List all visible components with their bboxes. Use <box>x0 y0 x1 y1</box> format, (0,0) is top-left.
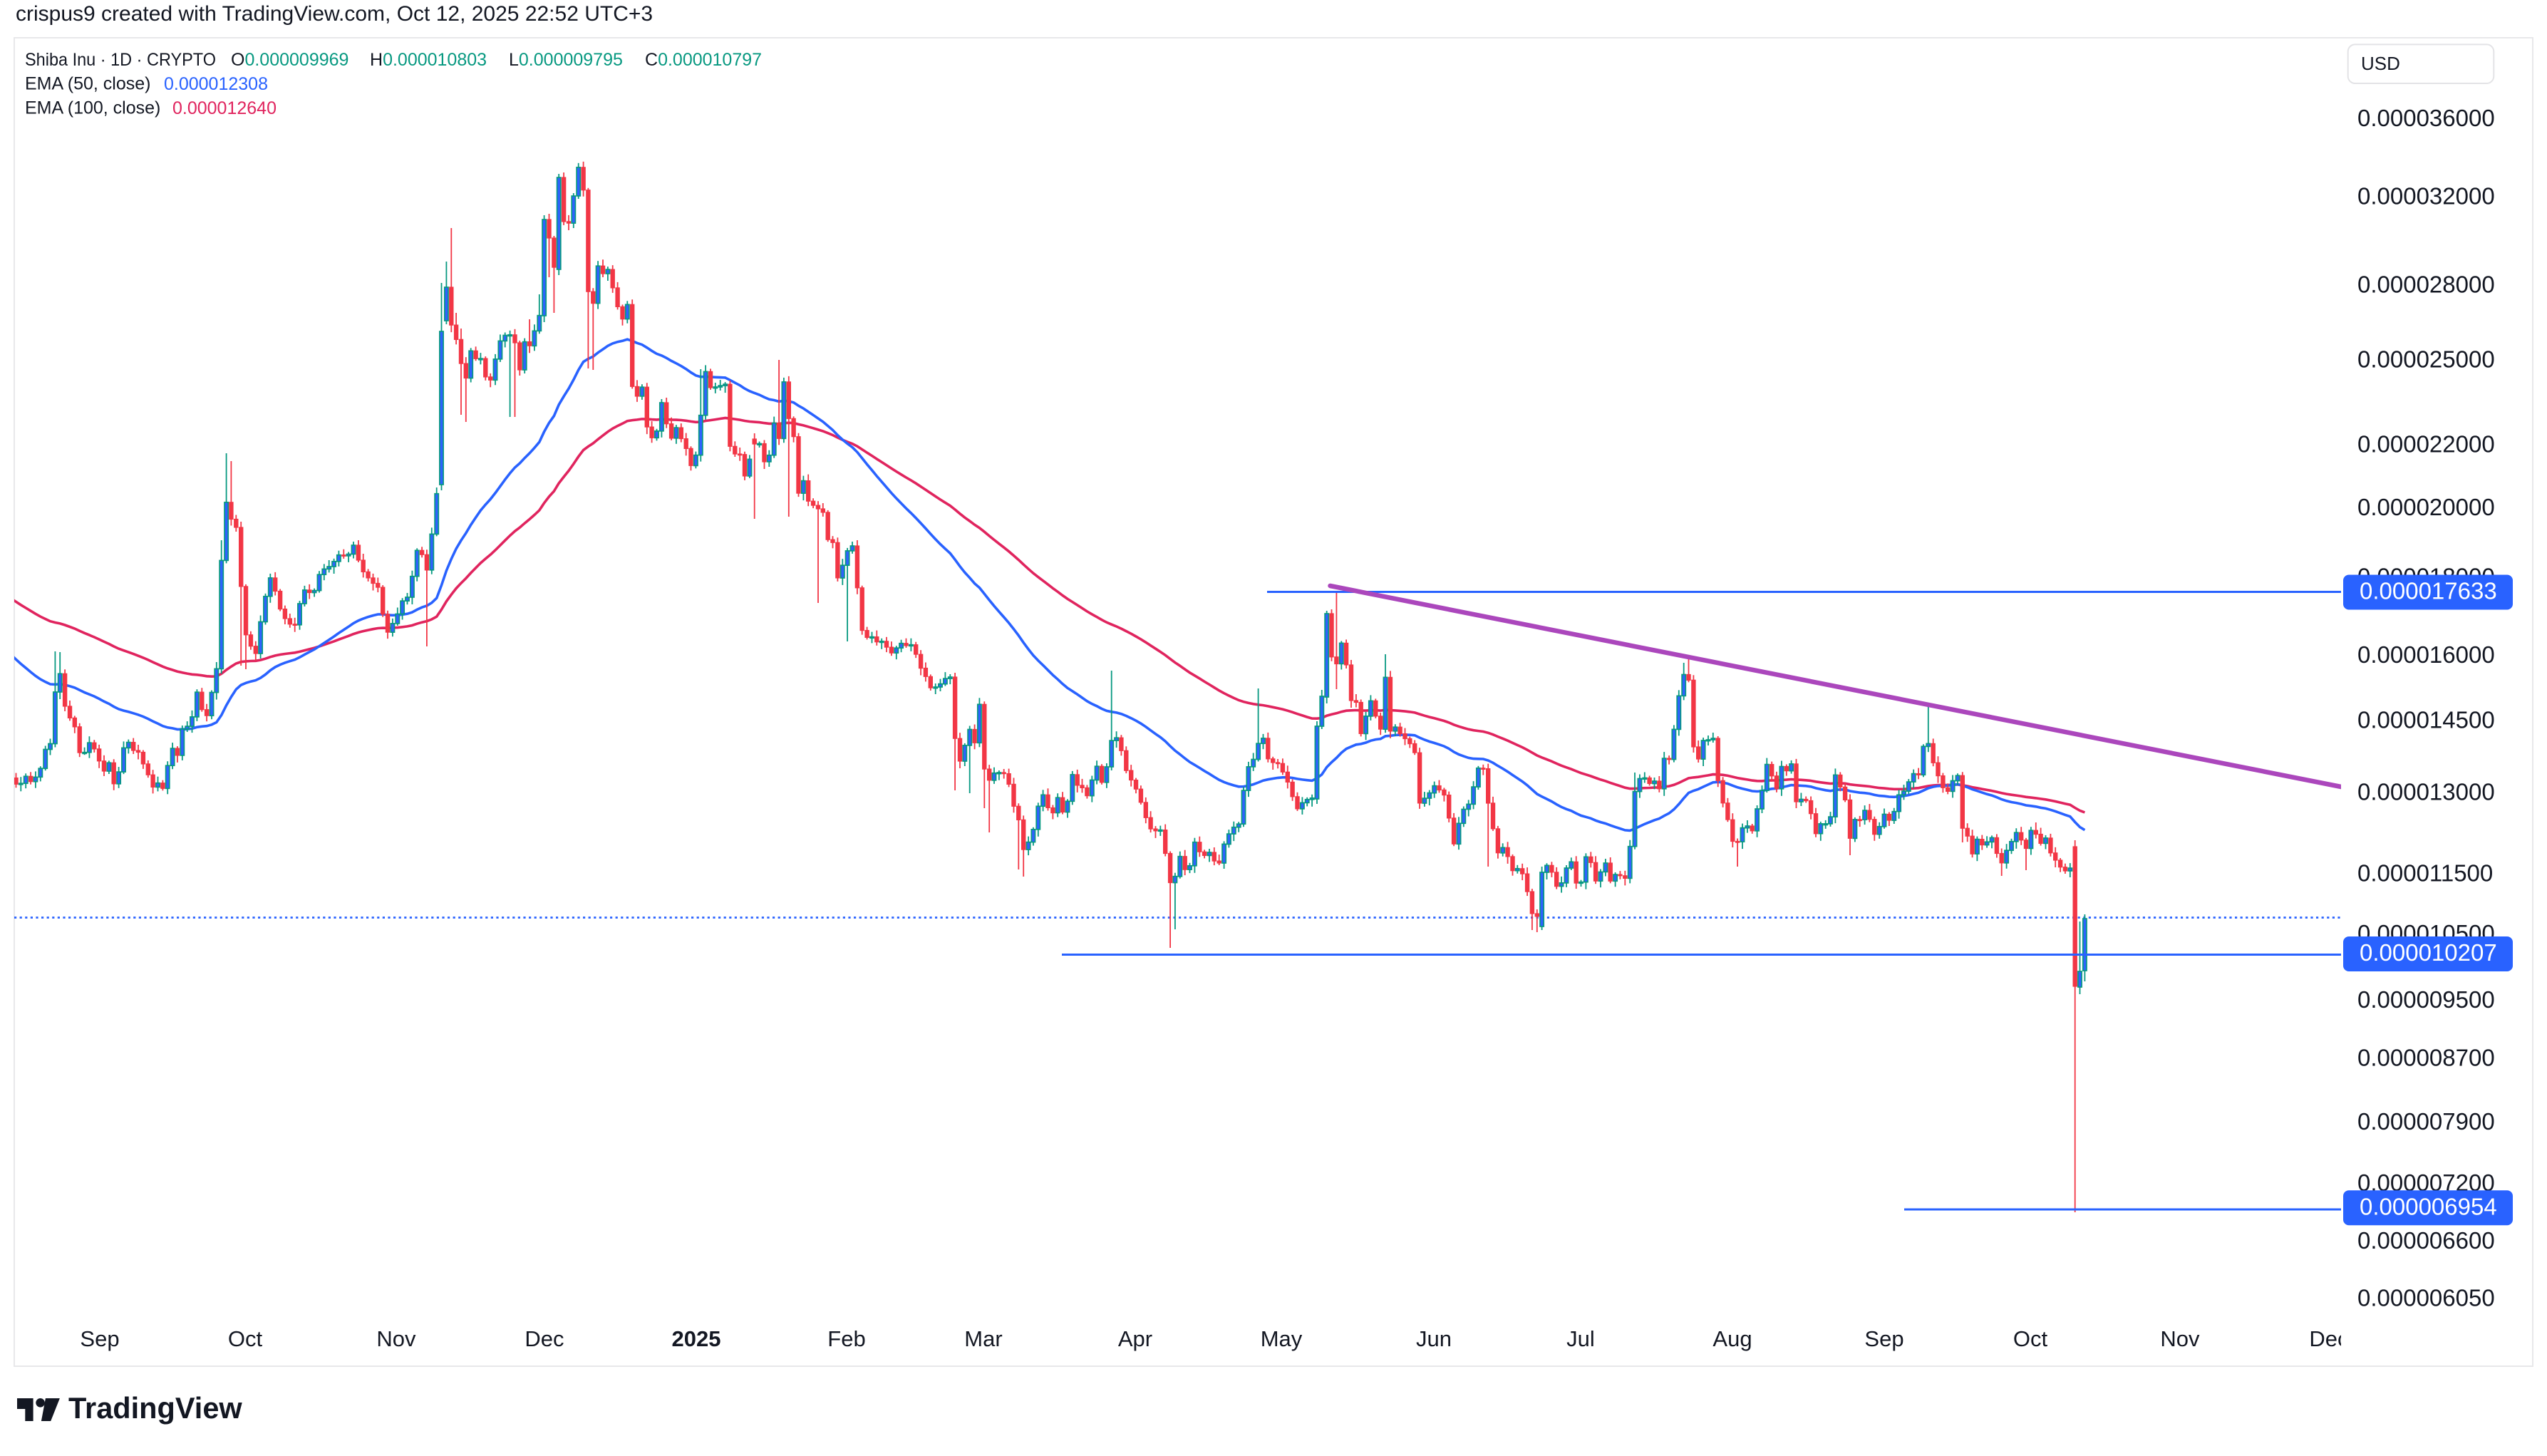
svg-text:0.000010207: 0.000010207 <box>2360 939 2497 966</box>
svg-text:TradingView: TradingView <box>68 1391 242 1425</box>
svg-text:0.000009500: 0.000009500 <box>2357 986 2495 1013</box>
svg-text:crispus9 created with TradingV: crispus9 created with TradingView.com, O… <box>16 2 653 26</box>
svg-text:0.000007900: 0.000007900 <box>2357 1108 2495 1135</box>
svg-text:0.000011500: 0.000011500 <box>2357 860 2493 887</box>
svg-text:Nov: Nov <box>2160 1326 2200 1351</box>
svg-text:0.000016000: 0.000016000 <box>2357 641 2495 668</box>
svg-text:0.000028000: 0.000028000 <box>2357 271 2495 297</box>
svg-text:USD: USD <box>2361 53 2400 74</box>
svg-text:Sep: Sep <box>80 1326 119 1351</box>
svg-text:Dec: Dec <box>525 1326 564 1351</box>
svg-text:Apr: Apr <box>1118 1326 1152 1351</box>
svg-text:0.000008700: 0.000008700 <box>2357 1045 2495 1071</box>
svg-text:May: May <box>1261 1326 1303 1351</box>
svg-text:Oct: Oct <box>228 1326 263 1351</box>
svg-text:EMA (50, close)0.000012308: EMA (50, close) 0.000012308 <box>25 74 268 94</box>
svg-text:0.000006050: 0.000006050 <box>2357 1285 2495 1311</box>
svg-text:Nov: Nov <box>376 1326 416 1351</box>
svg-text:2025: 2025 <box>672 1326 721 1351</box>
svg-text:Aug: Aug <box>1712 1326 1752 1351</box>
svg-text:0.000020000: 0.000020000 <box>2357 494 2495 520</box>
svg-text:0.000013000: 0.000013000 <box>2357 779 2495 805</box>
svg-text:0.000017633: 0.000017633 <box>2360 578 2497 604</box>
svg-text:Feb: Feb <box>827 1326 865 1351</box>
svg-text:EMA (100, close)0.000012640: EMA (100, close) 0.000012640 <box>25 98 277 118</box>
svg-text:0.000006600: 0.000006600 <box>2357 1227 2495 1254</box>
svg-text:0.000025000: 0.000025000 <box>2357 346 2495 373</box>
svg-text:Sep: Sep <box>1864 1326 1903 1351</box>
svg-text:Mar: Mar <box>964 1326 1002 1351</box>
svg-text:0.000036000: 0.000036000 <box>2357 105 2495 131</box>
svg-text:Dec: Dec <box>2309 1326 2348 1351</box>
svg-text:Jul: Jul <box>1566 1326 1595 1351</box>
svg-text:0.000014500: 0.000014500 <box>2357 706 2495 733</box>
svg-text:0.000032000: 0.000032000 <box>2357 183 2495 210</box>
svg-text:Oct: Oct <box>2013 1326 2048 1351</box>
svg-text:0.000006954: 0.000006954 <box>2360 1193 2497 1219</box>
svg-text:0.000022000: 0.000022000 <box>2357 430 2495 457</box>
svg-text:Jun: Jun <box>1416 1326 1452 1351</box>
